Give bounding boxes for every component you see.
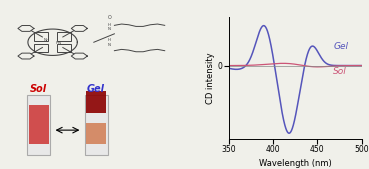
Text: H
N: H N	[107, 38, 111, 46]
Text: Gel: Gel	[87, 84, 105, 94]
Text: NH: NH	[44, 38, 50, 42]
Text: Gel: Gel	[333, 42, 348, 51]
Bar	[85, 95, 107, 155]
Bar	[86, 91, 106, 113]
Text: Sol: Sol	[333, 67, 347, 76]
Y-axis label: CD intensity: CD intensity	[206, 52, 215, 104]
Bar	[29, 105, 49, 144]
Text: O: O	[107, 15, 111, 20]
Text: HN: HN	[55, 41, 61, 45]
Bar	[27, 95, 50, 155]
X-axis label: Wavelength (nm): Wavelength (nm)	[259, 159, 332, 168]
Text: H
N: H N	[107, 23, 111, 31]
Text: Sol: Sol	[30, 84, 48, 94]
Bar	[86, 123, 106, 144]
